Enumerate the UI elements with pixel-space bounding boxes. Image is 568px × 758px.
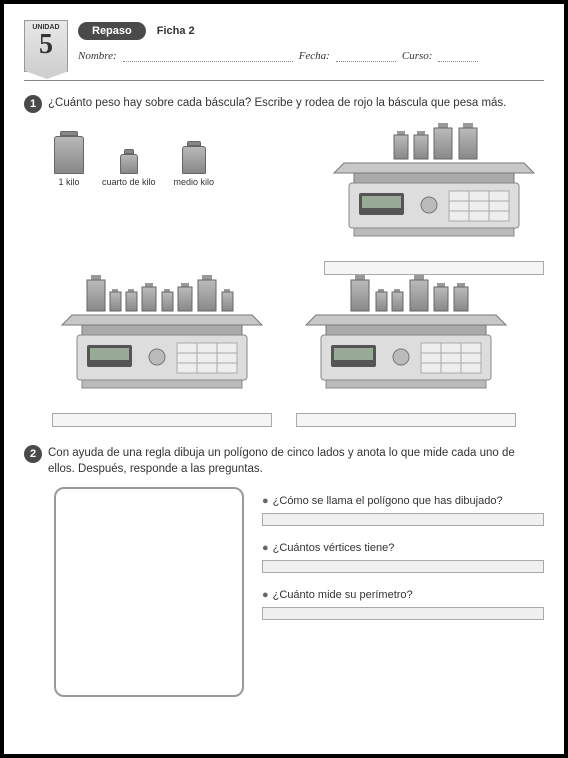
nombre-line[interactable] <box>123 50 293 62</box>
q2-text: Con ayuda de una regla dibuja un polígon… <box>48 445 544 477</box>
sub-q3: ● ¿Cuánto mide su perímetro? <box>262 589 544 620</box>
scale-1-answer[interactable] <box>324 261 544 275</box>
drawing-box[interactable] <box>54 487 244 697</box>
nombre-label: Nombre: <box>78 50 117 62</box>
q2-number: 2 <box>24 445 42 463</box>
bullet-icon: ● <box>262 589 269 601</box>
sub-q2-answer[interactable] <box>262 560 544 573</box>
scales-row <box>24 275 544 427</box>
sub-q1-text: ¿Cómo se llama el polígono que has dibuj… <box>273 495 503 507</box>
question-2-section: 2 Con ayuda de una regla dibuja un políg… <box>24 445 544 697</box>
q1-text: ¿Cuánto peso hay sobre cada báscula? Esc… <box>48 95 506 113</box>
repaso-pill: Repaso <box>78 22 146 40</box>
unit-badge: UNIDAD 5 <box>24 20 68 72</box>
sub-q2: ● ¿Cuántos vértices tiene? <box>262 542 544 573</box>
unit-number: 5 <box>39 31 53 59</box>
scale-3-answer[interactable] <box>296 413 516 427</box>
sub-q3-text: ¿Cuánto mide su perímetro? <box>273 589 413 601</box>
scale-2-svg <box>52 275 272 405</box>
weight-medio: medio kilo <box>174 141 215 187</box>
fecha-label: Fecha: <box>299 50 330 62</box>
q2-subquestions: ● ¿Cómo se llama el polígono que has dibu… <box>262 487 544 697</box>
sub-q1-answer[interactable] <box>262 513 544 526</box>
header-right: Repaso Ficha 2 Nombre: Fecha: Curso: <box>78 20 544 62</box>
curso-label: Curso: <box>402 50 433 62</box>
curso-line[interactable] <box>438 50 478 62</box>
page-header: UNIDAD 5 Repaso Ficha 2 Nombre: Fecha: C… <box>24 20 544 81</box>
bullet-icon: ● <box>262 542 269 554</box>
scale-2 <box>52 275 272 427</box>
medio-label: medio kilo <box>174 177 215 187</box>
bullet-icon: ● <box>262 495 269 507</box>
sub-q2-text: ¿Cuántos vértices tiene? <box>273 542 395 554</box>
question-2: 2 Con ayuda de una regla dibuja un políg… <box>24 445 544 477</box>
weight-cuarto: cuarto de kilo <box>102 149 156 187</box>
cuarto-label: cuarto de kilo <box>102 177 156 187</box>
scale-1-svg <box>324 123 544 253</box>
ficha-label: Ficha 2 <box>157 25 195 37</box>
question-1: 1 ¿Cuánto peso hay sobre cada báscula? E… <box>24 95 544 113</box>
scale-3 <box>296 275 516 427</box>
weight-kilo: 1 kilo <box>54 131 84 187</box>
scale-1 <box>324 123 544 275</box>
sub-q3-answer[interactable] <box>262 607 544 620</box>
kilo-label: 1 kilo <box>58 177 79 187</box>
q1-number: 1 <box>24 95 42 113</box>
fecha-line[interactable] <box>336 50 396 62</box>
weight-examples: 1 kilo cuarto de kilo medio kilo <box>54 131 304 187</box>
q2-body: ● ¿Cómo se llama el polígono que has dibu… <box>54 487 544 697</box>
sub-q1: ● ¿Cómo se llama el polígono que has dibu… <box>262 495 544 526</box>
student-fields: Nombre: Fecha: Curso: <box>78 50 544 62</box>
scale-3-svg <box>296 275 516 405</box>
scale-2-answer[interactable] <box>52 413 272 427</box>
